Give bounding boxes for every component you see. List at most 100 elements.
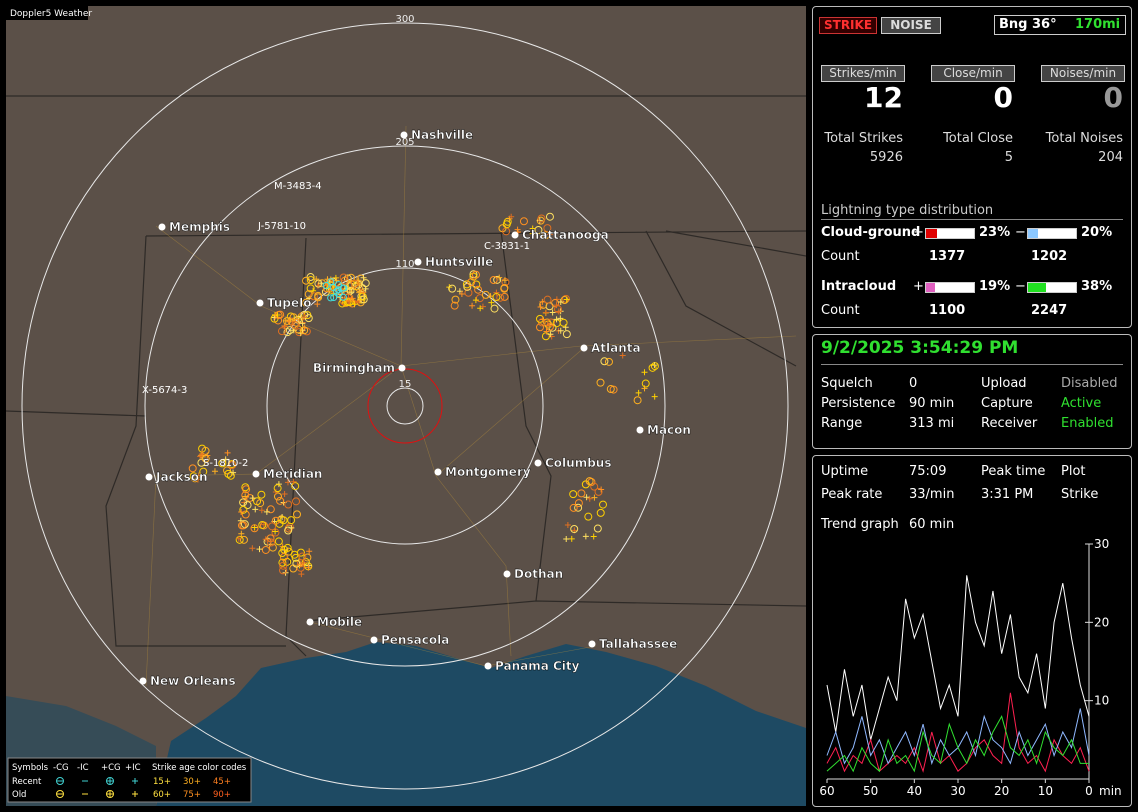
- strike-marker: [599, 500, 608, 509]
- stats-cell: Strike: [1061, 487, 1099, 502]
- strike-marker: [543, 318, 552, 327]
- total-value: 5: [1004, 150, 1013, 165]
- strike-marker: [201, 454, 210, 463]
- range-label: 110: [395, 259, 414, 270]
- legend-symbol: [56, 790, 64, 798]
- legend-text: Symbols: [12, 763, 49, 773]
- strike-marker: [238, 521, 247, 530]
- strike-marker: [284, 500, 293, 509]
- strike-button[interactable]: STRIKE: [819, 17, 877, 34]
- rate-button[interactable]: Noises/min: [1041, 65, 1125, 82]
- strike-marker: [469, 272, 478, 281]
- strike-marker: [562, 330, 571, 339]
- strike-marker: [500, 292, 509, 301]
- city-label: Macon: [647, 423, 691, 437]
- strike-marker: [569, 503, 578, 512]
- strike-marker: [279, 553, 288, 562]
- strike-marker: [279, 566, 288, 575]
- strike-marker: [306, 548, 313, 555]
- strike-marker: [360, 274, 367, 281]
- legend-text: Recent: [12, 777, 42, 787]
- strike-marker: [339, 273, 348, 282]
- strike-marker: [278, 558, 287, 567]
- gulf: [156, 642, 806, 806]
- city-dot: [370, 636, 378, 644]
- strike-marker: [211, 468, 218, 475]
- legend-age: 45+: [213, 777, 231, 787]
- strike-marker: [249, 545, 256, 552]
- strike-marker: [258, 520, 267, 529]
- strike-marker: [604, 357, 613, 366]
- percent-fill: [1028, 229, 1038, 238]
- stats-cell: Uptime: [821, 464, 869, 479]
- strike-marker: [593, 524, 602, 533]
- strike-marker: [448, 284, 457, 293]
- y-tick-label: 30: [1094, 537, 1109, 551]
- strike-marker: [191, 474, 200, 483]
- strike-marker: [574, 499, 583, 508]
- strike-marker: [197, 458, 206, 467]
- strike-marker: [451, 295, 460, 304]
- city-dot: [398, 364, 406, 372]
- strike-marker: [583, 494, 590, 501]
- strike-marker: [273, 492, 282, 501]
- x-tick-label: 10: [1038, 784, 1053, 798]
- strike-marker: [472, 297, 479, 304]
- strike-marker: [488, 299, 495, 306]
- strike-marker: [553, 305, 562, 314]
- strike-marker: [199, 467, 208, 476]
- strike-marker: [500, 284, 509, 293]
- noise-button[interactable]: NOISE: [881, 17, 941, 34]
- city-dot: [414, 258, 422, 266]
- trend-label: Trend graph: [821, 517, 899, 532]
- rate-button[interactable]: Close/min: [931, 65, 1015, 82]
- strike-marker: [547, 318, 556, 327]
- sign: +: [913, 279, 924, 294]
- stats-cell: 75:09: [909, 464, 947, 479]
- state-lines: [6, 95, 806, 657]
- status-cell: Disabled: [1061, 376, 1118, 391]
- rate-value: 12: [864, 81, 903, 114]
- strike-marker: [239, 535, 248, 544]
- legend-text: Old: [12, 790, 26, 800]
- strike-marker: [228, 461, 237, 470]
- strike-marker: [241, 510, 250, 519]
- y-tick-label: 10: [1094, 694, 1109, 708]
- strike-marker: [641, 379, 650, 388]
- strike-marker: [450, 301, 459, 310]
- city-dot: [503, 570, 511, 578]
- strike-marker: [302, 276, 311, 285]
- strike-marker: [543, 328, 550, 335]
- rate-button[interactable]: Strikes/min: [821, 65, 905, 82]
- city-label: Chattanooga: [522, 228, 609, 242]
- strike-marker: [351, 301, 358, 308]
- city-dot: [636, 426, 644, 434]
- strike-marker: [257, 490, 266, 499]
- strike-marker: [537, 304, 544, 311]
- strike-marker: [508, 213, 515, 220]
- strike-marker: [290, 478, 297, 485]
- x-tick-label: 50: [863, 784, 878, 798]
- strike-marker: [584, 512, 593, 521]
- legend-symbol: [106, 777, 114, 785]
- percent-bar: [925, 228, 975, 239]
- status-cell: Receiver: [981, 416, 1038, 431]
- strike-marker: [305, 564, 312, 571]
- strike-marker: [590, 533, 597, 540]
- strike-marker: [490, 304, 499, 313]
- strike-marker: [292, 559, 301, 568]
- strike-marker: [218, 459, 227, 468]
- strike-marker: [330, 294, 338, 302]
- total-label: Total Close: [943, 131, 1013, 146]
- strike-marker: [188, 464, 197, 473]
- city-dot: [256, 299, 264, 307]
- trend-graph: 10 20 30 60 50 40 30 20 10 0 min: [819, 537, 1121, 798]
- storm-id: X-5674-3: [142, 385, 187, 396]
- strike-marker: [600, 357, 609, 366]
- stats-cell: Peak rate: [821, 487, 883, 502]
- count: 1202: [1031, 249, 1068, 264]
- strike-marker: [243, 501, 252, 510]
- strike-marker: [539, 300, 548, 309]
- total-label: Total Noises: [1045, 131, 1123, 146]
- strike-marker: [343, 298, 352, 307]
